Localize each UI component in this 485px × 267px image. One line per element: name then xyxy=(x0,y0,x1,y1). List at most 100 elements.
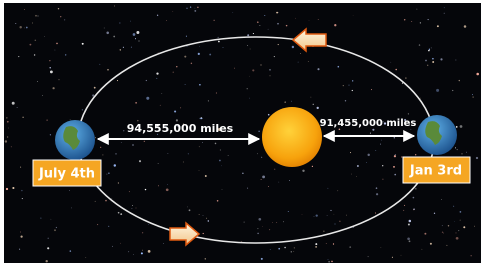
star xyxy=(71,208,72,209)
star xyxy=(158,185,159,186)
star xyxy=(190,6,191,7)
star xyxy=(472,94,473,95)
star xyxy=(135,38,136,39)
star xyxy=(6,117,7,118)
star xyxy=(376,187,378,189)
star xyxy=(138,40,139,41)
star xyxy=(108,226,109,227)
star xyxy=(250,49,251,50)
star xyxy=(292,46,294,48)
page: 94,555,000 miles 91,455,000 miles July 4… xyxy=(0,0,485,267)
star xyxy=(261,258,263,260)
star xyxy=(51,219,52,220)
distance-label: 94,555,000 miles xyxy=(127,122,234,135)
star xyxy=(20,167,21,168)
star xyxy=(232,12,233,13)
star xyxy=(176,66,177,67)
star xyxy=(339,221,340,222)
star xyxy=(158,52,159,53)
star xyxy=(460,125,463,128)
star xyxy=(316,214,318,216)
star xyxy=(56,227,57,228)
star xyxy=(474,226,475,227)
star xyxy=(295,18,296,19)
star xyxy=(199,46,200,47)
star xyxy=(82,43,84,45)
star xyxy=(205,258,206,259)
star xyxy=(199,170,200,171)
star xyxy=(142,250,143,251)
star xyxy=(382,179,383,180)
star xyxy=(194,10,196,12)
star xyxy=(208,100,209,101)
star xyxy=(189,209,191,211)
star xyxy=(420,98,421,99)
star xyxy=(139,160,141,162)
star xyxy=(456,126,458,128)
star xyxy=(12,187,14,189)
star xyxy=(100,147,101,148)
star xyxy=(167,184,168,185)
star xyxy=(394,137,395,138)
star xyxy=(294,251,295,252)
star xyxy=(156,78,157,79)
star xyxy=(35,40,36,41)
star xyxy=(104,28,105,29)
star xyxy=(180,108,181,109)
star xyxy=(338,66,340,68)
star xyxy=(302,170,304,172)
star xyxy=(37,81,38,82)
star xyxy=(252,69,254,71)
star xyxy=(220,150,221,151)
star xyxy=(166,188,169,191)
star xyxy=(274,169,275,170)
star xyxy=(258,131,259,132)
star xyxy=(444,13,445,14)
star xyxy=(471,255,472,256)
star xyxy=(404,205,405,206)
star xyxy=(174,110,176,112)
star xyxy=(269,229,270,230)
star xyxy=(219,160,221,162)
star xyxy=(106,32,109,35)
star xyxy=(442,232,443,233)
star xyxy=(60,16,61,17)
star xyxy=(278,12,279,13)
star xyxy=(64,19,65,20)
star xyxy=(403,210,404,211)
star xyxy=(118,212,120,214)
star xyxy=(249,76,250,77)
star xyxy=(272,222,273,223)
star xyxy=(257,21,259,23)
star xyxy=(209,54,211,56)
star xyxy=(269,69,270,70)
star xyxy=(442,225,443,226)
star xyxy=(278,182,279,183)
star xyxy=(119,23,120,24)
star xyxy=(56,43,58,45)
star xyxy=(278,44,279,45)
star xyxy=(413,209,414,210)
star xyxy=(19,249,20,250)
star xyxy=(187,207,188,208)
star xyxy=(185,84,186,85)
star xyxy=(395,69,397,71)
star xyxy=(58,8,59,9)
star xyxy=(160,105,161,106)
star xyxy=(241,241,242,242)
star xyxy=(163,243,164,244)
star xyxy=(120,243,121,244)
star xyxy=(123,47,124,48)
star xyxy=(407,237,410,240)
star xyxy=(52,87,54,89)
star xyxy=(148,250,151,253)
star xyxy=(69,190,70,191)
star xyxy=(257,154,258,155)
star xyxy=(24,9,25,10)
star xyxy=(133,33,136,36)
star xyxy=(102,154,103,155)
star xyxy=(54,50,55,51)
star xyxy=(390,62,391,63)
star xyxy=(99,64,100,65)
star xyxy=(44,36,45,37)
